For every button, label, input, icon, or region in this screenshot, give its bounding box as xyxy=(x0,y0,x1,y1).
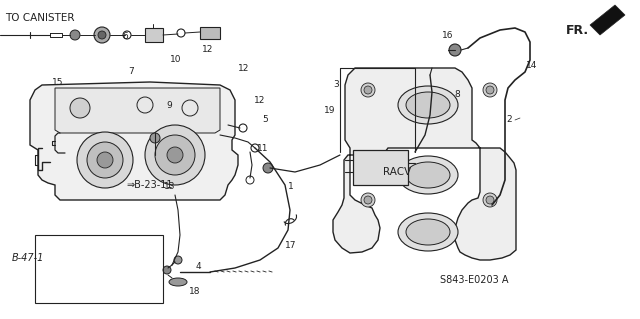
Circle shape xyxy=(145,125,205,185)
Circle shape xyxy=(70,30,80,40)
Ellipse shape xyxy=(406,162,450,188)
Ellipse shape xyxy=(398,86,458,124)
Polygon shape xyxy=(30,82,238,200)
Circle shape xyxy=(70,98,90,118)
Text: 7: 7 xyxy=(129,67,134,76)
Text: 13: 13 xyxy=(164,182,175,191)
Bar xyxy=(353,150,408,185)
Circle shape xyxy=(163,266,171,274)
Text: ⇒B-23-11: ⇒B-23-11 xyxy=(126,180,173,190)
Text: RACV: RACV xyxy=(383,167,412,177)
Circle shape xyxy=(486,196,494,204)
Text: 15: 15 xyxy=(52,78,63,87)
Text: 11: 11 xyxy=(257,144,268,153)
Text: B-47-1: B-47-1 xyxy=(12,253,44,263)
Text: 19: 19 xyxy=(324,106,335,115)
Text: 16: 16 xyxy=(442,31,454,40)
Text: 12: 12 xyxy=(253,96,265,105)
Text: 5: 5 xyxy=(263,115,268,124)
Text: TO CANISTER: TO CANISTER xyxy=(5,13,74,23)
Text: 3: 3 xyxy=(333,80,339,89)
Text: 14: 14 xyxy=(525,61,537,70)
Text: 1: 1 xyxy=(289,182,294,191)
Text: 17: 17 xyxy=(285,241,297,250)
Ellipse shape xyxy=(406,92,450,118)
Ellipse shape xyxy=(406,219,450,245)
Text: 18: 18 xyxy=(189,287,201,296)
Circle shape xyxy=(449,44,461,56)
Text: 10: 10 xyxy=(170,55,182,63)
Text: S843-E0203 A: S843-E0203 A xyxy=(440,275,509,285)
Ellipse shape xyxy=(398,213,458,251)
Circle shape xyxy=(486,86,494,94)
Circle shape xyxy=(361,83,375,97)
Text: 9: 9 xyxy=(167,101,172,110)
Bar xyxy=(145,28,163,42)
Text: 4: 4 xyxy=(196,262,201,271)
Circle shape xyxy=(150,133,160,143)
Polygon shape xyxy=(333,68,516,260)
Circle shape xyxy=(77,132,133,188)
Text: 12: 12 xyxy=(202,45,214,54)
Text: 8: 8 xyxy=(455,90,460,99)
Circle shape xyxy=(364,86,372,94)
Bar xyxy=(200,27,220,39)
Text: 12: 12 xyxy=(237,64,249,73)
Circle shape xyxy=(98,31,106,39)
Text: FR.: FR. xyxy=(566,24,589,36)
Circle shape xyxy=(174,256,182,264)
Ellipse shape xyxy=(169,278,187,286)
Circle shape xyxy=(97,152,113,168)
Circle shape xyxy=(167,147,183,163)
Circle shape xyxy=(364,196,372,204)
Circle shape xyxy=(361,193,375,207)
Polygon shape xyxy=(590,5,625,35)
Circle shape xyxy=(483,193,497,207)
Circle shape xyxy=(483,83,497,97)
Circle shape xyxy=(263,163,273,173)
Text: 6: 6 xyxy=(122,32,127,41)
Circle shape xyxy=(87,142,123,178)
Bar xyxy=(35,235,163,303)
Circle shape xyxy=(155,135,195,175)
Text: 2: 2 xyxy=(506,115,511,124)
Circle shape xyxy=(94,27,110,43)
Polygon shape xyxy=(55,88,220,133)
Ellipse shape xyxy=(398,156,458,194)
